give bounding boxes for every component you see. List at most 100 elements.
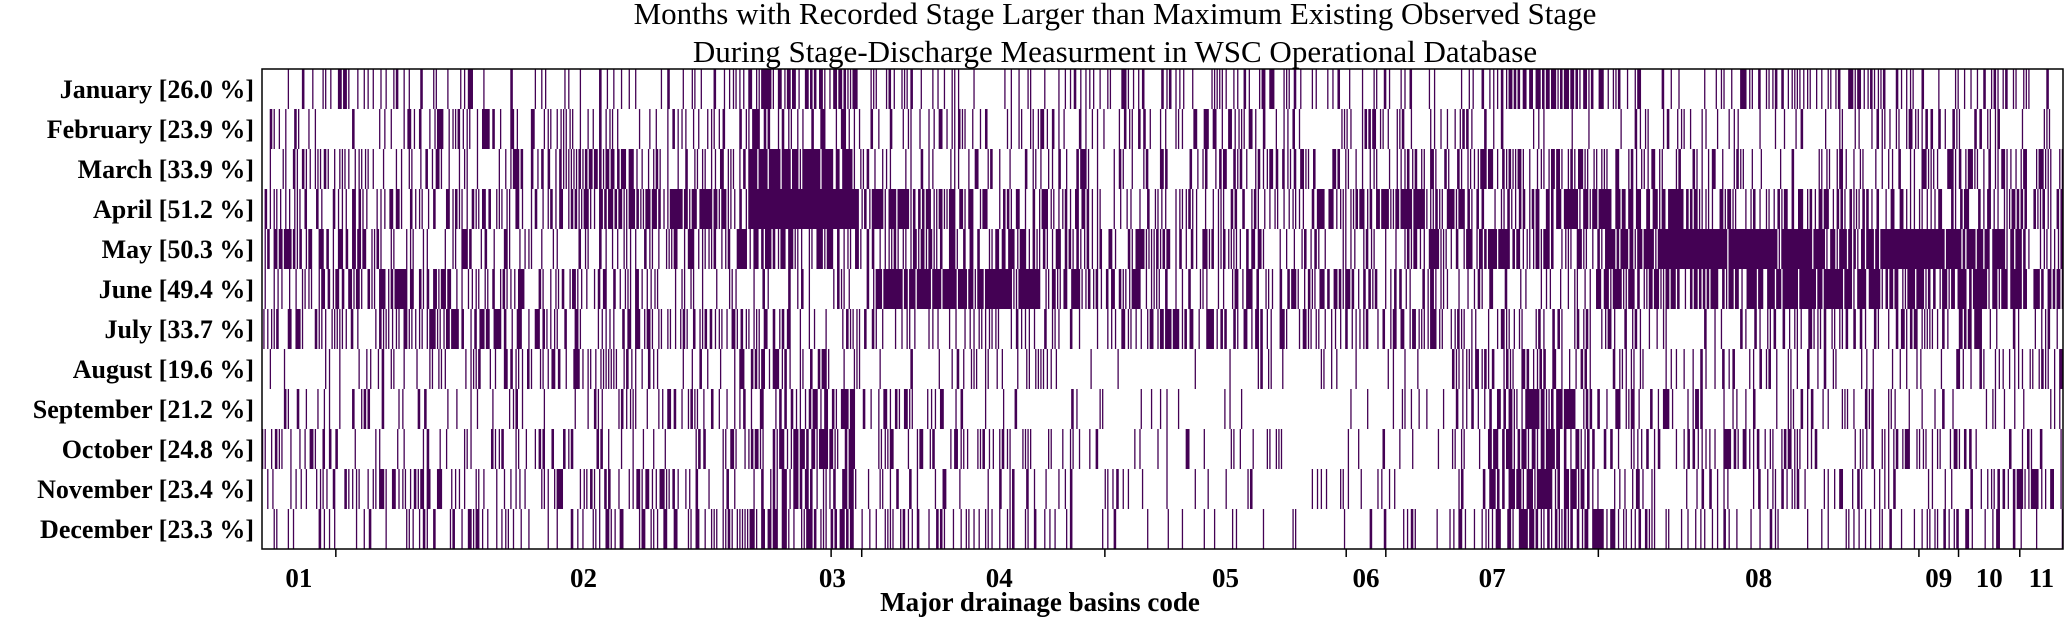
heatmap-cell (1211, 229, 1214, 269)
heatmap-cell (556, 309, 558, 349)
heatmap-cell (1095, 429, 1099, 469)
heatmap-cell (1448, 149, 1450, 189)
heatmap-cell (988, 429, 991, 469)
heatmap-cell (1107, 469, 1109, 509)
heatmap-cell (439, 429, 441, 469)
heatmap-cell (299, 229, 302, 269)
heatmap-cell (341, 189, 344, 229)
heatmap-cell (642, 189, 645, 229)
heatmap-cell (355, 469, 358, 509)
heatmap-cell (595, 349, 597, 389)
heatmap-cell (713, 189, 718, 229)
heatmap-cell (1212, 189, 1214, 229)
heatmap-cell (344, 469, 347, 509)
heatmap-cell (1040, 349, 1042, 389)
heatmap-cell (834, 509, 838, 549)
heatmap-cell (1570, 509, 1573, 549)
heatmap-cell (431, 149, 434, 189)
heatmap-cell (469, 109, 471, 149)
heatmap-cell (1230, 429, 1232, 469)
heatmap-cell (1062, 189, 1064, 229)
heatmap-cell (1323, 349, 1325, 389)
heatmap-cell (858, 349, 861, 389)
heatmap-cell (655, 109, 657, 149)
heatmap-cell (1898, 149, 1901, 189)
heatmap-cell (1261, 69, 1266, 109)
heatmap-cell (587, 389, 589, 429)
heatmap-cell (1769, 309, 1771, 349)
heatmap-cell (1033, 309, 1036, 349)
heatmap-cell (1260, 309, 1263, 349)
heatmap-cell (1075, 189, 1079, 229)
heatmap-cell (1522, 149, 1524, 189)
heatmap-cell (1009, 469, 1011, 509)
heatmap-cell (897, 229, 899, 269)
heatmap-cell (1365, 309, 1369, 349)
heatmap-cell (418, 309, 421, 349)
heatmap-cell (1289, 149, 1292, 189)
heatmap-cell (1610, 509, 1616, 549)
heatmap-cell (1157, 309, 1159, 349)
heatmap-cell (1823, 309, 1827, 349)
heatmap-cell (1882, 69, 1886, 109)
heatmap-cell (579, 469, 582, 509)
heatmap-cell (519, 229, 521, 269)
heatmap-cell (1830, 229, 1836, 269)
heatmap-cell (2008, 349, 2011, 389)
heatmap-cell (1266, 149, 1268, 189)
heatmap-cell (1647, 149, 1649, 189)
heatmap-cell (793, 429, 799, 469)
heatmap-cell (1754, 309, 1757, 349)
heatmap-cell (1584, 429, 1586, 469)
heatmap-cell (879, 469, 881, 509)
heatmap-cell (381, 389, 385, 429)
heatmap-cell (1823, 189, 1829, 229)
heatmap-cell (1714, 349, 1716, 389)
heatmap-cell (975, 349, 978, 389)
heatmap-cell (1024, 149, 1028, 189)
heatmap-cell (1355, 149, 1357, 189)
heatmap-cell (1612, 269, 1622, 309)
heatmap-cell (332, 469, 336, 509)
heatmap-cell (1776, 269, 1782, 309)
heatmap-cell (1701, 469, 1705, 509)
heatmap-cell (466, 149, 468, 189)
heatmap-cell (1637, 229, 1643, 269)
heatmap-cell (404, 469, 407, 509)
heatmap-cell (744, 429, 746, 469)
heatmap-cell (467, 69, 473, 109)
heatmap-cell (1939, 269, 1941, 309)
heatmap-cell (1696, 469, 1698, 509)
heatmap-cell (692, 109, 695, 149)
heatmap-cell (912, 189, 916, 229)
heatmap-cell (1127, 69, 1130, 109)
heatmap-cell (590, 469, 593, 509)
heatmap-cell (704, 509, 706, 549)
heatmap-cell (1794, 309, 1796, 349)
heatmap-cell (734, 349, 736, 389)
heatmap-cell (339, 309, 341, 349)
heatmap-cell (1150, 389, 1153, 429)
heatmap-cell (1347, 429, 1350, 469)
heatmap-cell (1145, 229, 1148, 269)
heatmap-cell (1700, 349, 1703, 389)
heatmap-cell (1925, 109, 1928, 149)
heatmap-cell (1242, 269, 1244, 309)
heatmap-cell (647, 349, 651, 389)
heatmap-cell (1719, 189, 1724, 229)
heatmap-cell (829, 69, 831, 109)
heatmap-cell (604, 469, 607, 509)
heatmap-cell (321, 309, 323, 349)
heatmap-cell (1237, 69, 1239, 109)
heatmap-cell (2050, 189, 2052, 229)
heatmap-cell (748, 69, 753, 109)
heatmap-cell (277, 269, 279, 309)
heatmap-cell (830, 509, 834, 549)
heatmap-cell (2044, 149, 2047, 189)
heatmap-cell (1462, 389, 1464, 429)
heatmap-cell (1282, 349, 1284, 389)
heatmap-cell (1879, 509, 1881, 549)
heatmap-cell (1165, 309, 1172, 349)
heatmap-cell (1790, 349, 1792, 389)
heatmap-cell (1472, 69, 1474, 109)
